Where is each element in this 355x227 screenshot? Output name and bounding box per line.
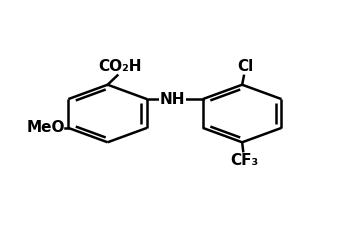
Text: NH: NH <box>160 92 185 107</box>
Text: Cl: Cl <box>237 59 254 74</box>
Text: MeO: MeO <box>26 120 65 135</box>
Text: CF₃: CF₃ <box>230 153 258 168</box>
Text: CO₂H: CO₂H <box>98 59 142 74</box>
